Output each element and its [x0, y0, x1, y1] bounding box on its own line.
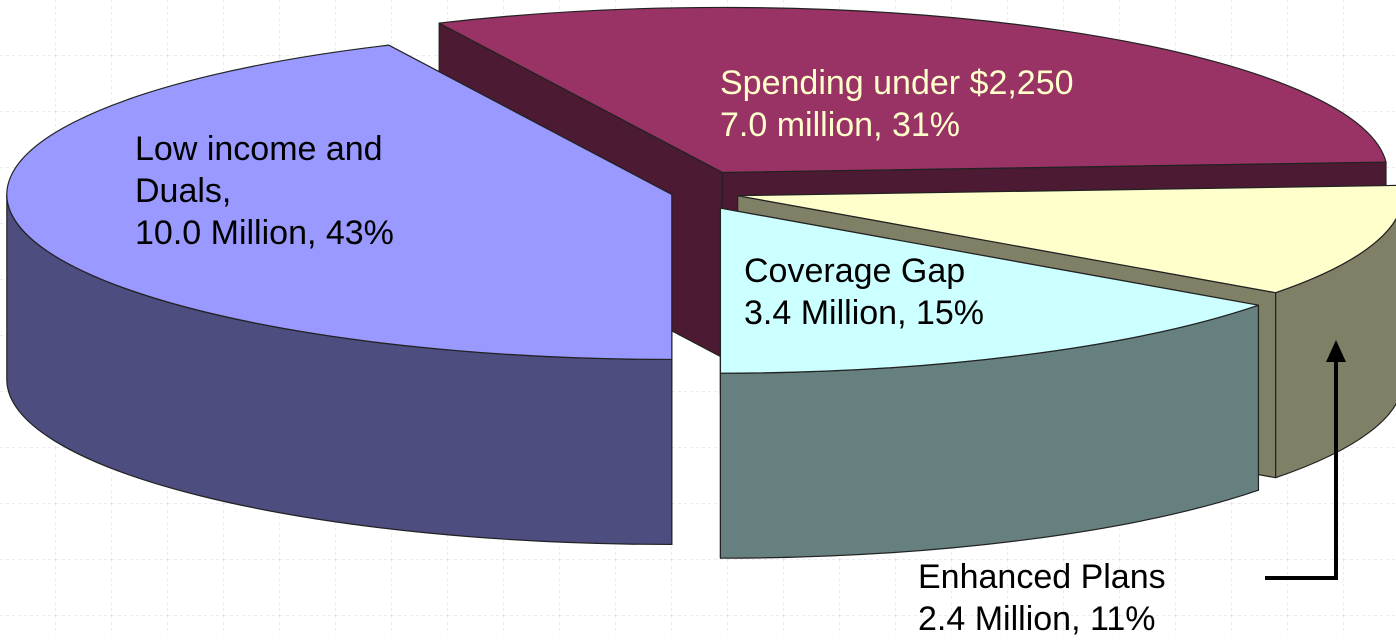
slice-label: Coverage Gap 3.4 Million, 15% [744, 250, 984, 334]
slice-label: Enhanced Plans 2.4 Million, 11% [918, 556, 1166, 640]
slice [719, 207, 1260, 374]
pointer-arrowhead [1326, 340, 1346, 362]
value-label: 7.0 million, 31% [720, 106, 961, 144]
pointer-line [1265, 355, 1338, 580]
slice [438, 6, 1387, 174]
category-label: Coverage Gap [744, 252, 966, 290]
pie [6, 6, 1396, 559]
slice [737, 184, 1396, 294]
value-label: 3.4 Million, 15% [744, 294, 985, 332]
value-label: 10.0 Million, 43% [135, 214, 394, 252]
slice-label: Low income and Duals, 10.0 Million, 43% [135, 128, 465, 254]
category-label: Low income and Duals, [135, 130, 383, 210]
value-label: 2.4 Million, 11% [918, 600, 1156, 638]
slice [6, 44, 673, 361]
slice-label: Spending under $2,250 7.0 million, 31% [720, 62, 1074, 146]
category-label: Spending under $2,250 [720, 64, 1074, 102]
category-label: Enhanced Plans [918, 558, 1166, 596]
